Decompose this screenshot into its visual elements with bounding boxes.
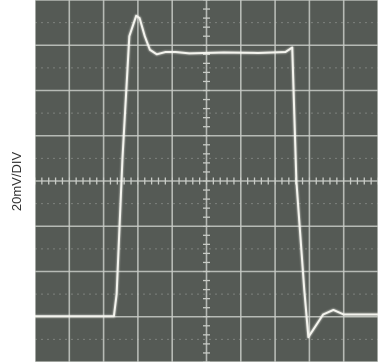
- trace-layer: [35, 14, 378, 339]
- y-axis-label: 20mV/DIV: [9, 151, 25, 211]
- oscilloscope-screen: [35, 0, 378, 362]
- trace-line: [35, 14, 378, 339]
- graticule: [35, 0, 378, 362]
- y-axis-label-container: 20mV/DIV: [2, 0, 32, 362]
